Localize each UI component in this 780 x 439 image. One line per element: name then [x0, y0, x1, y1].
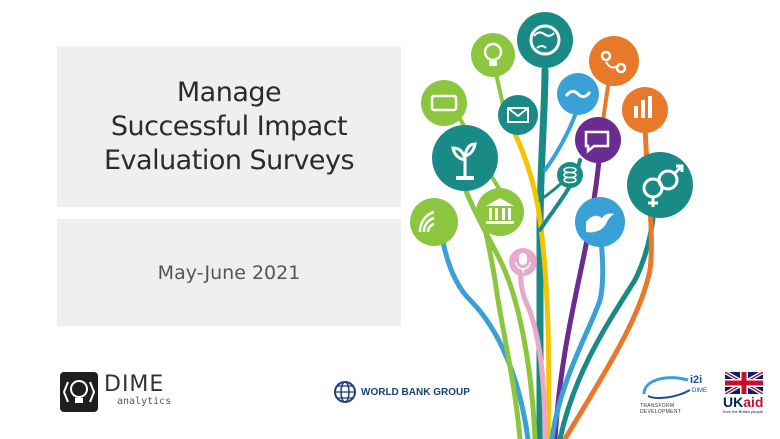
ukaid-logo: UKaid from the British people [723, 372, 771, 416]
title-line-1: Manage [176, 76, 282, 108]
dime-logo-sub: analytics [117, 396, 172, 407]
i2i-logo-sub: DIME [692, 388, 707, 394]
location-pin-icon [589, 36, 639, 86]
title-box: Manage Successful Impact Evaluation Surv… [57, 46, 401, 207]
union-jack-icon [725, 372, 763, 394]
dime-lightbulb-icon [60, 372, 98, 412]
ukaid-logo-text: UKaid [723, 394, 763, 410]
coins-icon [557, 162, 583, 188]
wifi-icon [410, 198, 458, 246]
dime-analytics-logo: DIME analytics [60, 372, 180, 412]
world-bank-globe-icon [334, 381, 356, 403]
lightbulb-icon [471, 33, 515, 77]
slide-title: Manage Successful Impact Evaluation Surv… [103, 76, 355, 178]
dime-logo-text: DIME [104, 372, 165, 397]
tree-illustration [410, 12, 693, 439]
title-line-3: Evaluation Surveys [103, 144, 355, 176]
title-line-2: Successful Impact [110, 110, 348, 142]
ukaid-tagline: from the British people [723, 409, 764, 414]
world-bank-logo-text: WORLD BANK GROUP [361, 386, 470, 398]
bank-icon [476, 188, 524, 236]
chat-icon [575, 117, 621, 163]
ukaid-aid: aid [743, 394, 764, 410]
globe-icon [517, 12, 573, 68]
slide-date: May-June 2021 [157, 261, 301, 284]
date-box: May-June 2021 [57, 219, 401, 326]
i2i-tagline: TRANSFORM DEVELOPMENT [640, 403, 682, 415]
i2i-logo-text: i2i [690, 374, 703, 386]
ukaid-uk: UK [723, 394, 744, 410]
smartphone-icon [421, 80, 467, 126]
i2i-swoosh-icon [642, 376, 691, 399]
world-bank-group-logo: WORLD BANK GROUP [333, 378, 470, 406]
i2i-dime-logo: i2i DIME TRANSFORM DEVELOPMENT [636, 372, 716, 415]
